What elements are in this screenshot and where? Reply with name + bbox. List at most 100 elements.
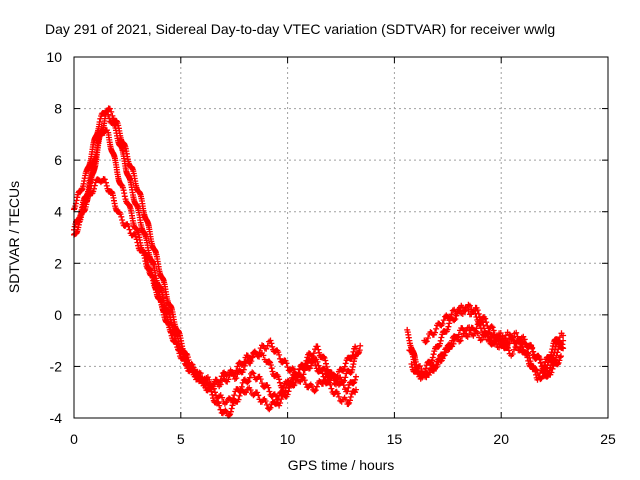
data-point-marks bbox=[408, 361, 421, 376]
y-tick-label: 2 bbox=[54, 255, 62, 271]
chart-title: Day 291 of 2021, Sidereal Day-to-day VTE… bbox=[45, 21, 555, 37]
data-point-marks bbox=[353, 373, 359, 380]
data-point-marks bbox=[357, 342, 364, 349]
data-point-marks bbox=[263, 358, 277, 379]
data-point-marks bbox=[506, 344, 520, 359]
axis-ticks: 0 5 10 15 20 25 -4 -2 0 2 4 6 8 10 bbox=[46, 49, 616, 447]
data-marks bbox=[71, 105, 567, 419]
y-tick-label: 0 bbox=[54, 307, 62, 323]
data-point-marks bbox=[250, 345, 264, 358]
data-point-marks bbox=[156, 296, 171, 326]
x-tick-label: 25 bbox=[600, 431, 616, 447]
data-point-marks bbox=[276, 381, 290, 399]
data-point-marks bbox=[498, 335, 512, 354]
y-tick-label: -4 bbox=[50, 410, 63, 426]
y-tick-label: -2 bbox=[50, 358, 63, 374]
data-point-marks bbox=[327, 381, 341, 397]
data-point-marks bbox=[432, 351, 446, 371]
x-tick-label: 0 bbox=[70, 431, 78, 447]
x-tick-label: 15 bbox=[387, 431, 403, 447]
data-point-marks bbox=[156, 268, 171, 304]
data-point-marks bbox=[216, 402, 230, 417]
data-point-marks bbox=[489, 324, 504, 341]
data-point-marks bbox=[470, 328, 484, 344]
data-point-marks bbox=[515, 339, 529, 354]
y-tick-label: 10 bbox=[46, 49, 62, 65]
data-point-marks bbox=[284, 364, 298, 376]
series-track-3 bbox=[71, 105, 359, 419]
data-point-marks bbox=[126, 175, 141, 211]
data-point-marks bbox=[122, 143, 137, 175]
y-tick-label: 8 bbox=[54, 101, 62, 117]
series-track-8 bbox=[421, 301, 567, 372]
series-track-4 bbox=[73, 127, 359, 393]
data-point-marks bbox=[111, 154, 124, 188]
data-point-marks bbox=[118, 181, 130, 206]
y-axis-label: SDTVAR / TECUs bbox=[6, 181, 22, 293]
data-point-marks bbox=[182, 358, 196, 375]
data-point-marks bbox=[455, 302, 469, 315]
data-point-marks bbox=[173, 339, 188, 363]
data-point-marks bbox=[526, 360, 540, 381]
data-point-marks bbox=[190, 369, 204, 383]
data-point-marks bbox=[310, 378, 324, 395]
data-point-marks bbox=[199, 379, 213, 389]
data-point-marks bbox=[523, 342, 538, 361]
data-point-marks bbox=[457, 330, 471, 344]
data-point-marks bbox=[139, 200, 154, 240]
data-point-marks bbox=[314, 343, 329, 364]
data-point-marks bbox=[130, 170, 145, 204]
data-point-marks bbox=[438, 320, 453, 341]
data-point-marks bbox=[147, 272, 162, 302]
data-point-marks bbox=[301, 377, 315, 391]
data-point-marks bbox=[466, 324, 480, 337]
data-point-marks bbox=[109, 112, 122, 129]
data-point-marks bbox=[96, 110, 109, 125]
data-point-marks bbox=[83, 144, 96, 174]
data-point-marks bbox=[421, 329, 435, 346]
data-point-marks bbox=[241, 354, 256, 369]
data-point-marks bbox=[103, 179, 115, 195]
y-tick-label: 4 bbox=[54, 204, 62, 220]
data-point-marks bbox=[165, 299, 180, 332]
data-point-marks bbox=[73, 204, 85, 225]
data-point-marks bbox=[118, 143, 133, 181]
data-point-marks bbox=[124, 200, 137, 227]
data-point-marks bbox=[130, 222, 145, 253]
data-point-marks bbox=[224, 367, 238, 382]
data-point-marks bbox=[267, 337, 282, 356]
data-point-marks bbox=[344, 376, 359, 395]
data-point-marks bbox=[558, 353, 564, 360]
data-point-marks bbox=[406, 347, 419, 371]
y-tick-label: 6 bbox=[54, 152, 62, 168]
data-point-marks bbox=[553, 330, 565, 344]
data-point-marks bbox=[86, 156, 98, 191]
data-point-marks bbox=[464, 301, 478, 315]
data-point-marks bbox=[327, 372, 341, 382]
data-point-marks bbox=[173, 326, 188, 357]
data-point-marks bbox=[165, 320, 179, 345]
data-point-marks bbox=[139, 247, 154, 278]
data-point-marks bbox=[344, 388, 359, 408]
data-point-marks bbox=[335, 357, 350, 375]
data-point-marks bbox=[143, 237, 158, 274]
data-point-marks bbox=[414, 368, 428, 382]
data-point-marks bbox=[103, 105, 115, 115]
data-point-marks bbox=[423, 362, 437, 378]
x-tick-label: 5 bbox=[177, 431, 185, 447]
data-point-marks bbox=[115, 125, 128, 149]
plot-frame bbox=[73, 56, 609, 419]
series-track-2 bbox=[71, 176, 359, 409]
x-tick-label: 20 bbox=[493, 431, 509, 447]
data-point-marks bbox=[79, 186, 92, 208]
data-point-marks bbox=[105, 129, 118, 159]
data-point-marks bbox=[216, 392, 230, 407]
data-point-marks bbox=[348, 347, 363, 375]
data-point-marks bbox=[77, 168, 90, 194]
data-point-marks bbox=[429, 337, 444, 361]
x-axis-label: GPS time / hours bbox=[288, 457, 395, 473]
data-point-marks bbox=[276, 351, 290, 367]
data-point-marks bbox=[560, 332, 567, 339]
data-point-marks bbox=[318, 365, 333, 383]
